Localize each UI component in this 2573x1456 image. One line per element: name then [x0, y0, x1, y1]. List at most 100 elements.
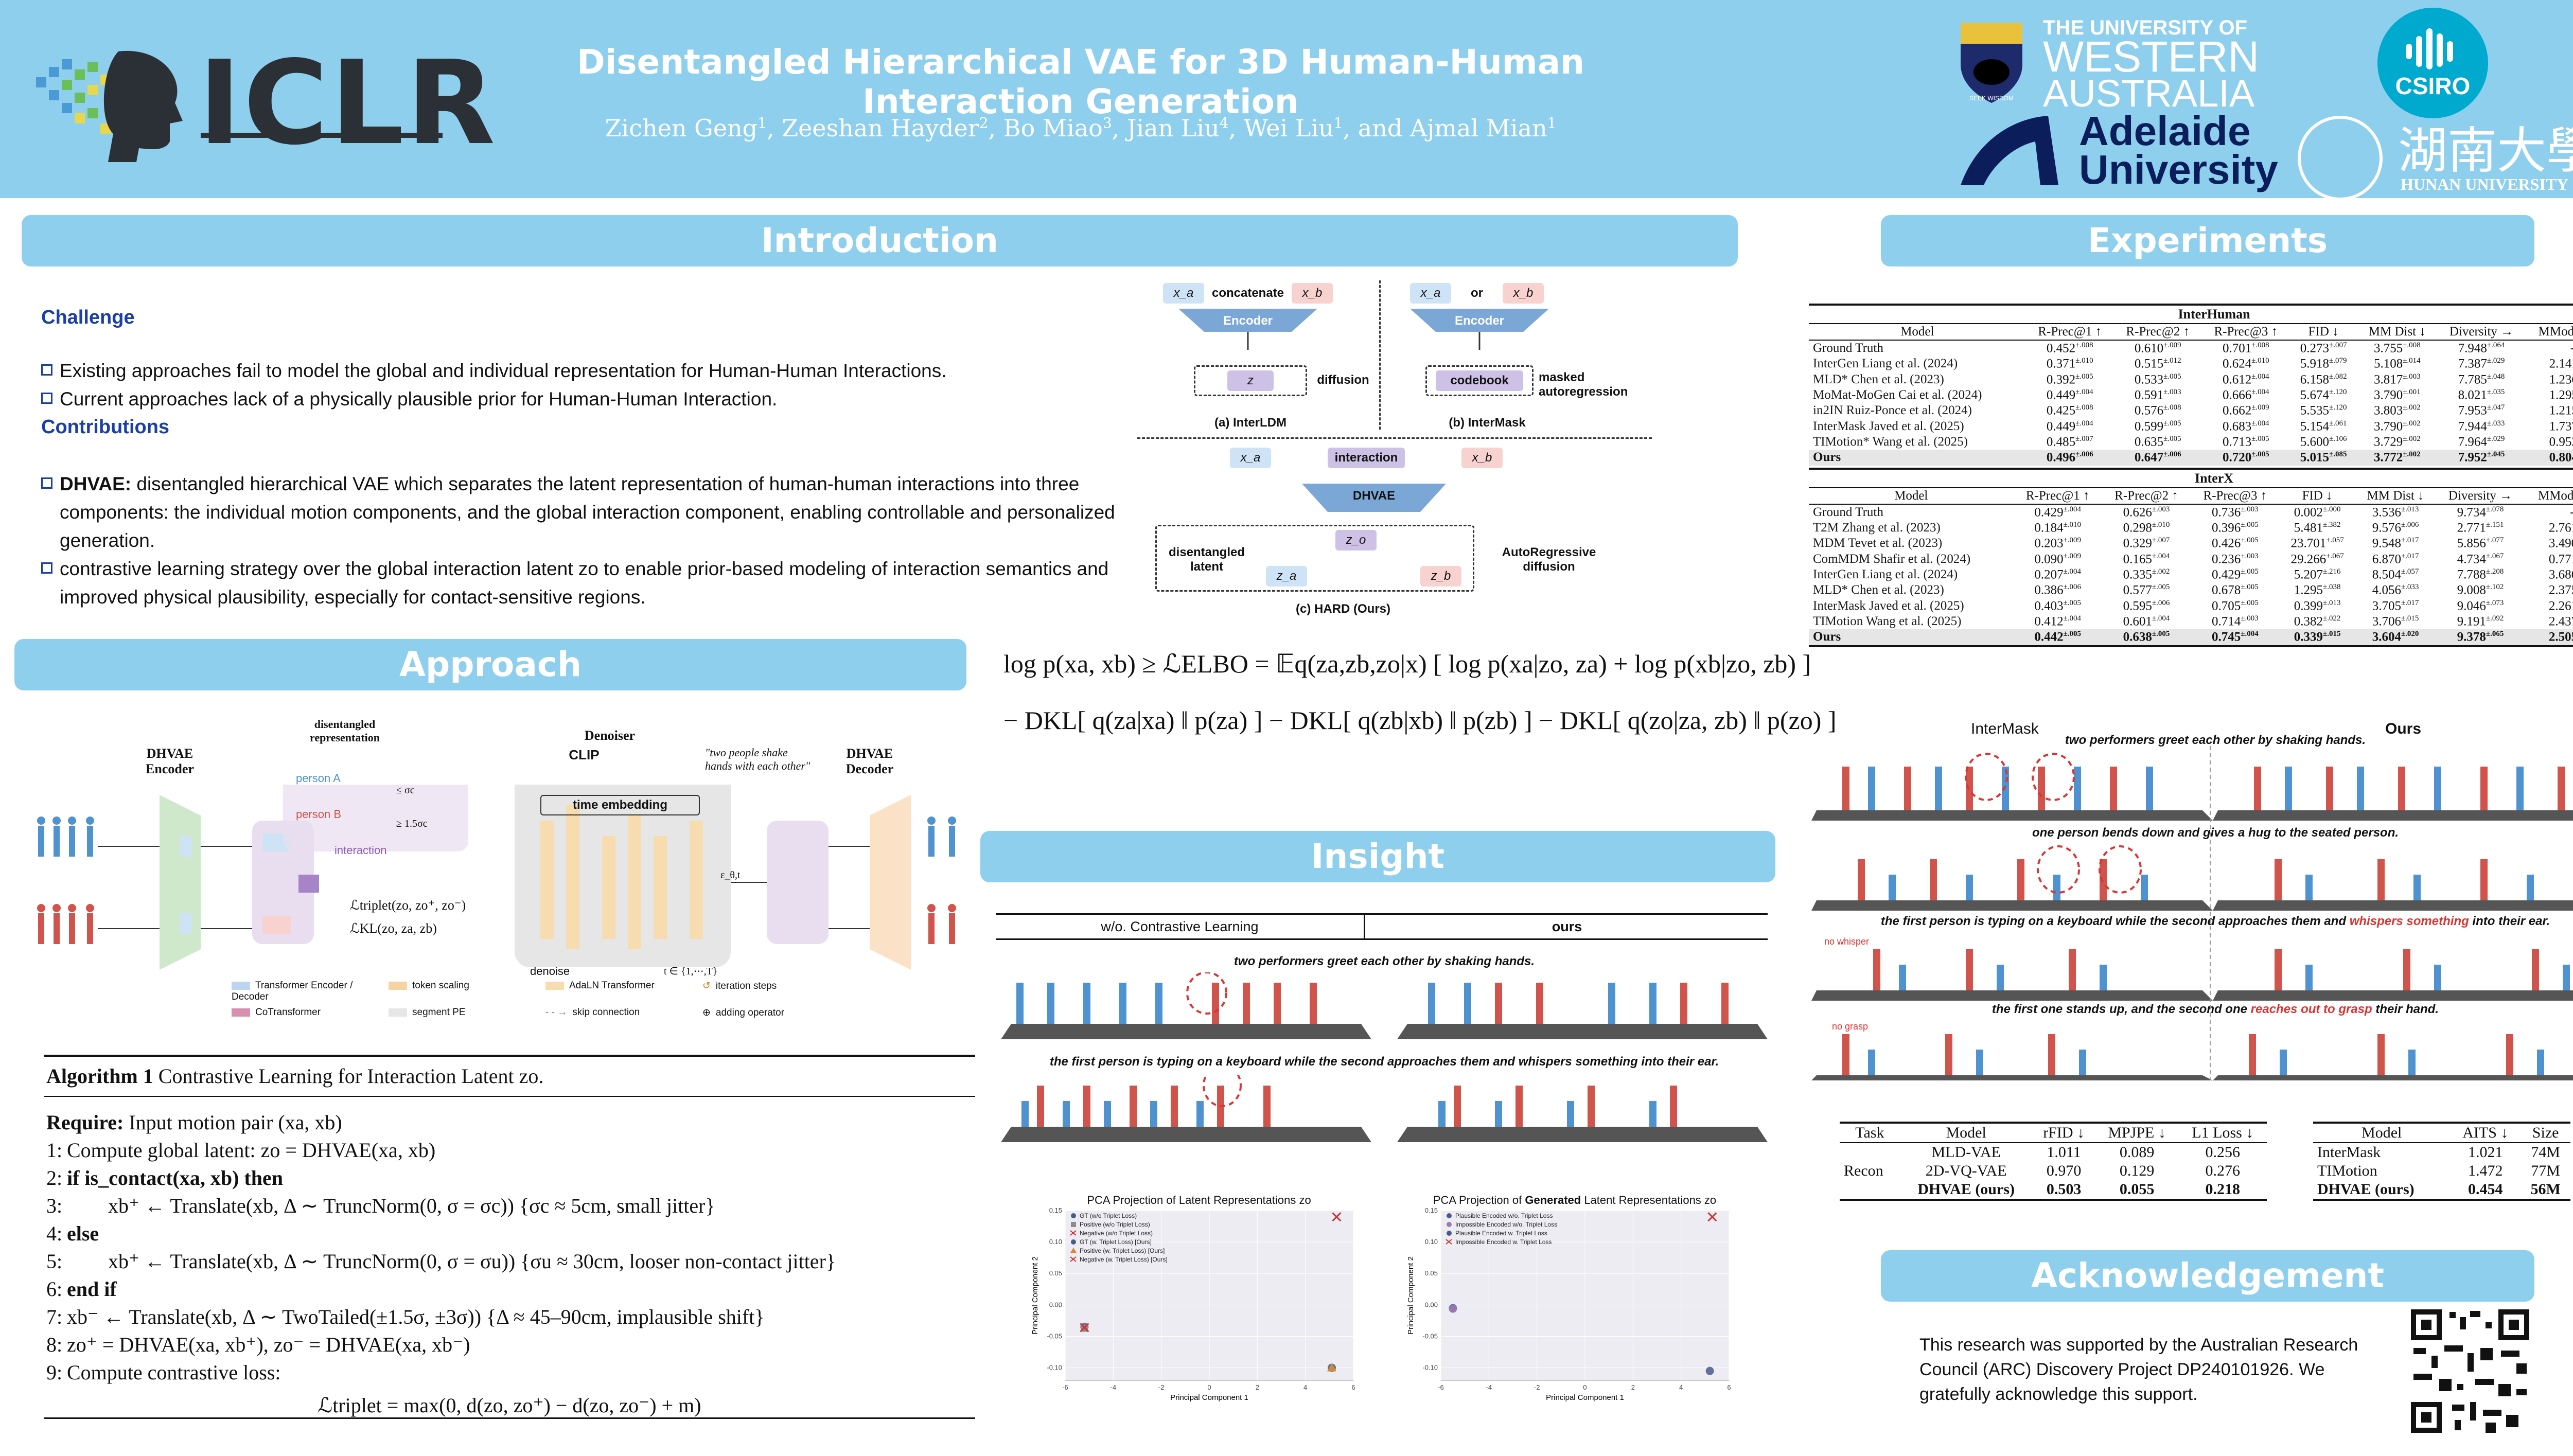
denoise-label: denoise [530, 965, 570, 978]
data-point [1707, 1212, 1717, 1222]
table-row: MoMat-MoGen Cai et al. (2024) 0.449±.004 0… [1809, 387, 2573, 403]
table-cell: 0.713±.005 [2222, 434, 2269, 449]
y-tick-label: 0.05 [1425, 1269, 1438, 1277]
legend-label: Negative (w/o Triplet Loss) [1080, 1230, 1153, 1237]
interhuman-label: InterHuman [1809, 306, 2573, 324]
diffusion-label: diffusion [1317, 373, 1369, 387]
table-header-cell: FID ↓ [2308, 325, 2339, 339]
table-row: Ours 0.442±.005 0.638±.005 0.745±.004 0.339±… [1809, 629, 2573, 645]
table-cell: 9.378±.065 [2457, 630, 2504, 644]
intro-figure: x_a concatenate x_b Encoder z diffusion … [1132, 278, 1739, 628]
algorithm-require: Require: Input motion pair (xa, xb) [46, 1111, 342, 1134]
legend-marker [1446, 1239, 1452, 1245]
table-row: Recon 2D-VQ-VAE 0.970 0.129 0.276 [1840, 1162, 2267, 1180]
table-header-cell: R-Prec@3 ↑ [2203, 488, 2267, 503]
legend-marker [1071, 1239, 1076, 1245]
table-header-cell: Model [1900, 325, 1934, 339]
table-cell: 6.870±.017 [2372, 552, 2419, 566]
contribution-item: contrastive learning strategy over the g… [41, 555, 1122, 611]
table-cell: MLD* Chen et al. (2023) [1813, 583, 1944, 597]
table-cell: 9.576±.006 [2372, 520, 2419, 535]
legend-label: GT (w/o Triplet Loss) [1080, 1212, 1137, 1219]
qual-motion-figure [1811, 746, 2573, 1080]
table-cell: 0.714±.003 [2212, 614, 2259, 629]
table-cell: 0.165±.004 [2123, 552, 2170, 566]
table-cell: 0.090±.009 [2034, 552, 2082, 566]
x-tick-label: 0 [1583, 1383, 1587, 1391]
table-cell: in2IN Ruiz-Ponce et al. (2024) [1813, 403, 1972, 418]
table-cell: 29.266±.067 [2290, 552, 2344, 566]
checkbox-icon [41, 393, 52, 404]
y-tick-label: 0.10 [1425, 1238, 1438, 1246]
table-cell: 7.387±.029 [2458, 357, 2505, 371]
legend-marker [1447, 1222, 1452, 1227]
legend-label: Plausible Encoded w/o. Triplet Loss [1455, 1212, 1553, 1219]
table-cell: 0.599±.005 [2134, 419, 2181, 433]
x-tick-label: -4 [1111, 1383, 1117, 1391]
encoder-a-label: Encoder [1223, 314, 1273, 328]
table-cell: 0.298±.010 [2123, 520, 2170, 535]
table-cell: 0.610±.009 [2134, 341, 2181, 356]
insight-banner: Insight [980, 831, 1775, 882]
algorithm-line: 2: if is_contact(xa, xb) then [46, 1166, 283, 1189]
acknowledgement-text: This research was supported by the Austr… [1919, 1335, 2358, 1404]
table-cell: 0.339±.015 [2294, 630, 2341, 644]
table-header-cell: Model [1894, 488, 1928, 503]
contributions-heading: Contributions [41, 416, 170, 438]
x-tick-label: 4 [1303, 1383, 1307, 1391]
table-cell: 56M [2530, 1181, 2561, 1198]
table-cell: 2.261±.081 [2548, 598, 2573, 613]
elbo-line1: log p(xa, xb) ≥ ℒELBO = 𝔼q(za,zb,zo|x) [… [1003, 649, 1811, 678]
table-cell: ComMDM Shafir et al. (2024) [1813, 552, 1971, 566]
table-cell: 7.953±.047 [2458, 403, 2505, 418]
table-cell: 0.392±.005 [2046, 372, 2093, 386]
y-tick-label: -0.10 [1047, 1364, 1062, 1372]
hunan-name-cn: 湖南大學 [2398, 122, 2573, 180]
legend-label: Impossible Encoded w/o. Triplet Loss [1455, 1221, 1557, 1228]
table-cell: - [2526, 340, 2573, 356]
legend-marker [1071, 1213, 1076, 1218]
challenge-item: Existing approaches fail to model the gl… [41, 357, 1122, 385]
algorithm-rule-bottom [44, 1417, 975, 1419]
legend-item: ↺ iteration steps [702, 981, 777, 991]
legend-marker [1071, 1222, 1076, 1227]
adelaide-line2: University [2079, 147, 2278, 192]
table-cell: 3.604±.020 [2372, 630, 2419, 644]
qr-code-icon[interactable] [2408, 1307, 2532, 1435]
table-cell: 0.601±.004 [2123, 614, 2170, 629]
interaction-label: interaction [334, 844, 387, 857]
table-cell: TIMotion [2317, 1162, 2377, 1179]
elbo-line2: − DKL[ q(za|xa) ‖ p(za) ] − DKL[ q(zb|xb… [1003, 706, 1837, 735]
author-name: Zeeshan Hayder2 [782, 114, 989, 142]
no-grasp-label: no grasp [1832, 1021, 1869, 1032]
table-cell: T2M Zhang et al. (2023) [1813, 521, 1941, 535]
x-tick-label: 0 [1207, 1383, 1211, 1391]
table-cell: DHVAE (ours) [1917, 1181, 2015, 1198]
table-cell: TIMotion Wang et al. (2025) [1813, 614, 1962, 629]
table-cell: 7.788±.208 [2457, 567, 2504, 582]
legend-marker [1070, 1248, 1077, 1253]
table-cell: 0.804±.030 [2549, 450, 2573, 465]
table-row: MDM Tevet et al. (2023) 0.203±.009 0.329±.… [1809, 536, 2573, 551]
checkbox-icon [41, 477, 52, 489]
qual-caption-3: the first person is typing on a keyboard… [1880, 914, 2550, 928]
author-name: Bo Miao3 [1003, 114, 1112, 142]
clip-node: CLIP [569, 747, 600, 762]
approach-legend: Transformer Encoder / Decoder token scal… [232, 980, 839, 1019]
table-cell: 5.674±.120 [2300, 387, 2347, 402]
pca1-plot: -6 -4 -2 0 2 4 6 -0.10 -0.05 0.00 0.05 0.10 0.15 Prin… [1031, 1208, 1355, 1402]
y-axis-label: Principal Component 2 [1406, 1256, 1415, 1335]
disentangled-rep-label: disentangled representation [309, 718, 380, 744]
interhuman-table: Model R-Prec@1 ↑ R-Prec@2 ↑ R-Prec@3 ↑ FID ↓… [1809, 324, 2573, 466]
table-row: MLD-VAE 1.011 0.089 0.256 [1840, 1143, 2267, 1162]
hunan-name-en: HUNAN UNIVERSITY [2401, 175, 2569, 193]
latent-box-b [1425, 365, 1534, 396]
person-b-label: person B [296, 808, 342, 821]
legend-item: Transformer Encoder / Decoder [232, 980, 353, 1002]
table-cell: 0.952±.023 [2549, 435, 2573, 449]
challenge-item: Current approaches lack of a physically … [41, 385, 1122, 413]
contribution-item: DHVAE: disentangled hierarchical VAE whi… [41, 470, 1122, 555]
legend-item: CoTransformer [232, 1007, 368, 1019]
latent-box-a [1194, 365, 1307, 396]
table-row: DHVAE (ours) 0.503 0.055 0.218 [1840, 1180, 2267, 1200]
